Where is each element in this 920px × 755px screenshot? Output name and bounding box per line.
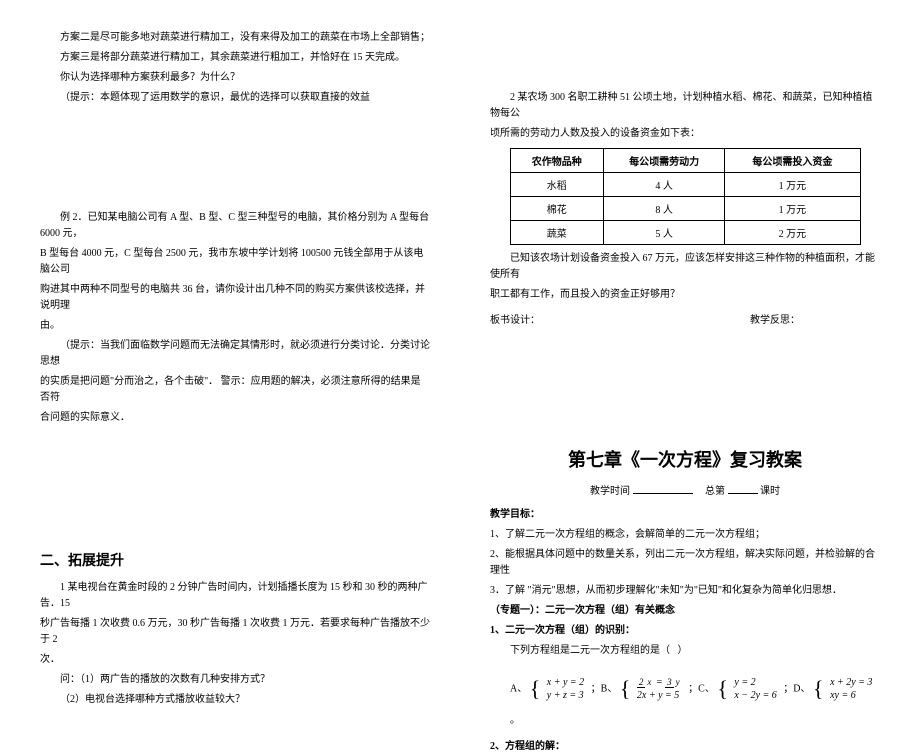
subtitle-prefix: 教学时间 xyxy=(590,486,630,497)
goal2: 2、能根据具体问题中的数量关系，列出二元一次方程组，解决实际问题，并检验解的合理… xyxy=(490,547,880,579)
plan3-text: 方案三是将部分蔬菜进行精加工，其余蔬菜进行粗加工，并恰好在 15 天完成。 xyxy=(40,50,430,66)
hint2-l2: 的实质是把问题"分而治之，各个击破"． 警示：应用题的解决，必须注意所得的结果是… xyxy=(40,374,430,406)
sub1-question: 下列方程组是二元一次方程组的是（ ） xyxy=(490,643,880,659)
option-c-equations: y = 2 x − 2y = 6 xyxy=(730,676,780,702)
table-row: 棉花 8 人 1 万元 xyxy=(510,197,860,221)
blank-field[interactable] xyxy=(728,484,758,494)
hint2-l3: 合问题的实际意义． xyxy=(40,410,430,426)
prob1-q1: 问：（1）两广告的播放的次数有几种安排方式？ xyxy=(40,672,430,688)
plan-question: 你认为选择哪种方案获利最多？为什么？ xyxy=(40,70,430,86)
table-header: 每公顷需劳动力 xyxy=(603,149,724,173)
board-label: 板书设计： xyxy=(490,311,540,326)
option-a-equations: x + y = 2 y + z = 3 xyxy=(543,676,588,702)
table-row: 蔬菜 5 人 2 万元 xyxy=(510,221,860,245)
example2-l1: 例 2．已知某电脑公司有 A 型、B 型、C 型三种型号的电脑，其价格分别为 A… xyxy=(40,210,430,242)
blank-field[interactable] xyxy=(633,484,693,494)
table-cell: 1 万元 xyxy=(725,197,860,221)
prob1-l2: 秒广告每播 1 次收费 0.6 万元，30 秒广告每播 1 次收费 1 万元．若… xyxy=(40,616,430,648)
table-cell: 2 万元 xyxy=(725,221,860,245)
spacer xyxy=(490,30,880,90)
right-column: 2 某农场 300 名职工耕种 51 公顷土地，计划种植水稻、棉花、和蔬菜，已知… xyxy=(460,0,920,650)
prob2-after2: 职工都有工作，而且投入的资金正好够用？ xyxy=(490,287,880,303)
table-cell: 8 人 xyxy=(603,197,724,221)
eq: x + 2y = 3 xyxy=(830,676,872,689)
option-d-equations: x + 2y = 3 xy = 6 xyxy=(826,676,876,702)
brace-icon: { xyxy=(530,667,541,711)
table-cell: 棉花 xyxy=(510,197,603,221)
table-header: 每公顷需投入资金 xyxy=(725,149,860,173)
eq: y = 2 xyxy=(734,676,755,689)
section2-title: 二、拓展提升 xyxy=(40,550,430,570)
goals-title: 教学目标： xyxy=(490,507,880,523)
hint2-l1: （提示：当我们面临数学问题而无法确定其情形时，就必须进行分类讨论．分类讨论思想 xyxy=(40,338,430,370)
prob2-after1: 已知该农场计划设备资金投入 67 万元，应该怎样安排这三种作物的种植面积，才能使… xyxy=(490,251,880,283)
table-cell: 5 人 xyxy=(603,221,724,245)
reflect-label: 教学反思： xyxy=(750,311,800,326)
page-container: 方案二是尽可能多地对蔬菜进行精加工，没有来得及加工的蔬菜在市场上全部销售； 方案… xyxy=(0,0,920,650)
sub1-title: 1、二元一次方程（组）的识别： xyxy=(490,623,880,639)
eq: x − 2y = 6 xyxy=(734,689,776,702)
brace-icon: { xyxy=(717,667,728,711)
subtitle-mid: 总第 xyxy=(705,486,725,497)
subtitle-line: 教学时间 总第 课时 xyxy=(490,482,880,497)
example2-l2: B 型每台 4000 元，C 型每台 2500 元，我市东坡中学计划将 1005… xyxy=(40,246,430,278)
plan2-text: 方案二是尽可能多地对蔬菜进行精加工，没有来得及加工的蔬菜在市场上全部销售； xyxy=(40,30,430,46)
spacer xyxy=(40,430,430,530)
prob1-l1: 1 某电视台在黄金时段的 2 分钟广告时间内，计划插播长度为 15 秒和 30 … xyxy=(40,580,430,612)
brace-icon: { xyxy=(620,667,631,711)
left-column: 方案二是尽可能多地对蔬菜进行精加工，没有来得及加工的蔬菜在市场上全部销售； 方案… xyxy=(0,0,460,650)
eq: 2x + y = 5 xyxy=(637,689,679,702)
option-a-label: A、 xyxy=(510,683,527,694)
formula-options: A、 { x + y = 2 y + z = 3 ；B、 { 2x = 3y 2… xyxy=(510,667,880,731)
eq: xy = 6 xyxy=(830,689,856,702)
eq: y + z = 3 xyxy=(547,689,584,702)
table-cell: 1 万元 xyxy=(725,173,860,197)
prob1-q2: （2）电视台选择哪种方式播放收益较大？ xyxy=(40,692,430,708)
chapter-title: 第七章《一次方程》复习教案 xyxy=(490,446,880,472)
eq: 2x = 3y xyxy=(637,676,682,689)
subtitle-suffix: 课时 xyxy=(760,486,780,497)
hint1: （提示：本题体现了运用数学的意识，最优的选择可以获取直接的效益 xyxy=(40,90,430,106)
prob2-l1: 2 某农场 300 名职工耕种 51 公顷土地，计划种植水稻、棉花、和蔬菜，已知… xyxy=(490,90,880,122)
goal1: 1、了解二元一次方程组的概念，会解简单的二元一次方程组； xyxy=(490,527,880,543)
table-cell: 蔬菜 xyxy=(510,221,603,245)
topic1-title: （专题一）：二元一次方程（组）有关概念 xyxy=(490,603,880,619)
example2-l4: 由。 xyxy=(40,318,430,334)
table-header: 农作物品种 xyxy=(510,149,603,173)
crop-table: 农作物品种 每公顷需劳动力 每公顷需投入资金 水稻 4 人 1 万元 棉花 8 … xyxy=(510,148,861,245)
table-cell: 水稻 xyxy=(510,173,603,197)
goal3: 3．了解 "消元"思想，从而初步理解化"未知"为"已知"和化复杂为简单化归思想． xyxy=(490,583,880,599)
spacer xyxy=(490,326,880,426)
prob1-l3: 次． xyxy=(40,652,430,668)
sub2-title: 2、方程组的解： xyxy=(490,739,880,755)
prob2-l2: 顷所需的劳动力人数及投入的设备资金如下表： xyxy=(490,126,880,142)
table-header-row: 农作物品种 每公顷需劳动力 每公顷需投入资金 xyxy=(510,149,860,173)
end-punct: 。 xyxy=(510,715,520,726)
eq: x + y = 2 xyxy=(547,676,584,689)
spacer xyxy=(40,110,430,210)
option-c-label: ；C、 xyxy=(688,683,715,694)
example2-l3: 购进其中两种不同型号的电脑共 36 台，请你设计出几种不同的购买方案供该校选择，… xyxy=(40,282,430,314)
table-row: 水稻 4 人 1 万元 xyxy=(510,173,860,197)
option-b-label: ；B、 xyxy=(591,683,618,694)
option-d-label: ；D、 xyxy=(783,683,810,694)
option-b-equations: 2x = 3y 2x + y = 5 xyxy=(633,676,686,702)
brace-icon: { xyxy=(813,667,824,711)
table-cell: 4 人 xyxy=(603,173,724,197)
board-reflect-line: 板书设计： 教学反思： xyxy=(490,311,880,326)
